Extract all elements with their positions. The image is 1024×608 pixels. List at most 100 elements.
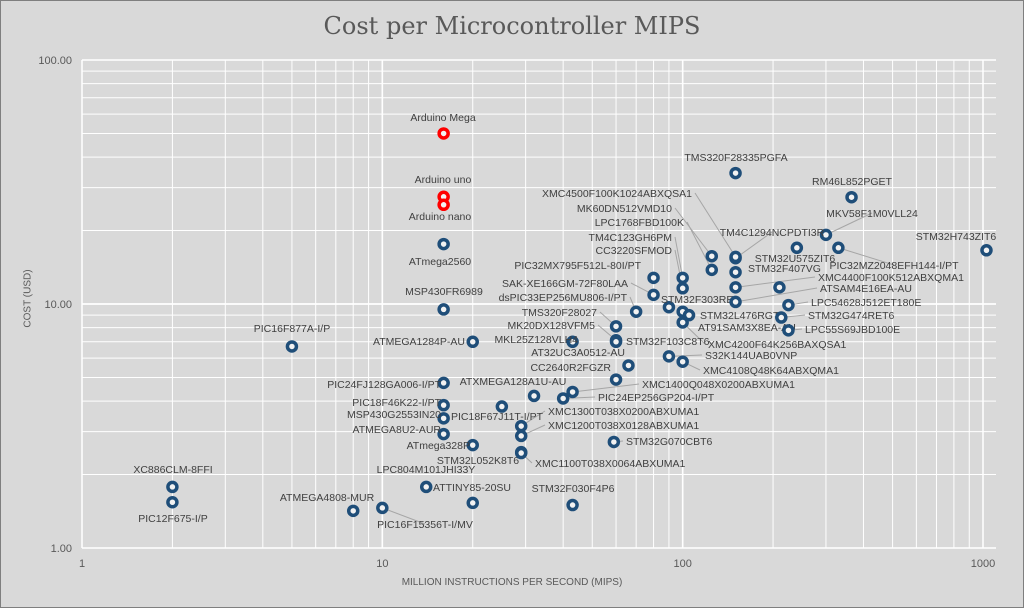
data-point bbox=[285, 340, 299, 353]
data-label: ATSAM4E16EA-AU bbox=[820, 283, 912, 295]
data-label: XMC1200T038X0128ABXUMA1 bbox=[548, 420, 699, 432]
data-label: RM46L852PGET bbox=[812, 176, 893, 188]
data-label: LPC55S69JBD100E bbox=[805, 324, 900, 336]
data-point bbox=[729, 295, 742, 309]
data-label: STM32F407VG bbox=[748, 263, 821, 275]
data-point bbox=[609, 373, 623, 386]
data-point bbox=[629, 305, 643, 318]
data-label: ATmega2560 bbox=[409, 256, 471, 268]
data-point bbox=[729, 281, 742, 294]
data-label: STM32G474RET6 bbox=[808, 310, 895, 322]
data-point bbox=[676, 316, 689, 329]
data-label: XMC4400F100K512ABXQMA1 bbox=[818, 272, 964, 284]
data-point bbox=[166, 495, 179, 509]
data-point bbox=[845, 190, 858, 204]
data-point bbox=[437, 398, 450, 412]
data-label: ATMEGA4808-MUR bbox=[280, 492, 375, 504]
data-point bbox=[790, 241, 804, 255]
data-label: STM32F303RE bbox=[661, 294, 733, 306]
leader-line bbox=[572, 383, 640, 393]
data-label: AT32UC3A0512-AU bbox=[531, 347, 625, 359]
data-point bbox=[676, 355, 689, 368]
data-label: XMC4108Q48K64ABXQMA1 bbox=[703, 365, 839, 377]
x-tick-label: 100 bbox=[673, 558, 691, 570]
data-label: ATmega328P bbox=[407, 440, 470, 452]
leader-line bbox=[382, 507, 426, 525]
data-point bbox=[437, 303, 450, 316]
data-label: S32K144UAB0VNP bbox=[705, 350, 797, 362]
data-point bbox=[622, 359, 635, 372]
leader-line bbox=[735, 287, 818, 303]
data-point bbox=[437, 127, 450, 140]
y-tick-label: 10.00 bbox=[44, 299, 72, 311]
data-label: MKL25Z128VLH4 bbox=[495, 334, 579, 346]
data-label: PIC32MZ2048EFH144-I/PT bbox=[830, 260, 960, 272]
data-label: CC3220SFMOD bbox=[596, 245, 673, 257]
data-point bbox=[705, 249, 719, 263]
data-label: PIC16F877A-I/P bbox=[254, 323, 330, 335]
data-point bbox=[514, 429, 528, 443]
data-label: MK20DX128VFM5 bbox=[507, 320, 595, 332]
data-label: XMC4200F64K256BAXQSA1 bbox=[708, 339, 846, 351]
data-point bbox=[662, 300, 676, 314]
data-point bbox=[775, 311, 788, 324]
data-label: dsPIC33EP256MU806-I/PT bbox=[499, 292, 628, 304]
data-label: XMC4500F100K1024ABXQSA1 bbox=[542, 188, 692, 200]
data-point bbox=[773, 281, 786, 294]
data-label: CC2640R2FGZR bbox=[530, 362, 611, 374]
data-point bbox=[556, 392, 570, 405]
data-point bbox=[466, 496, 479, 510]
data-point bbox=[729, 166, 742, 180]
data-label: MSP430FR6989 bbox=[405, 286, 483, 298]
leader-line bbox=[674, 236, 684, 278]
chart-title: Cost per Microcontroller MIPS bbox=[323, 12, 701, 40]
data-point bbox=[705, 263, 719, 277]
data-point bbox=[647, 288, 660, 302]
data-label: ATMEGA8U2-AUR bbox=[353, 424, 442, 436]
data-point bbox=[607, 435, 621, 449]
data-label: PIC24FJ128GA006-I/PT bbox=[327, 379, 441, 391]
data-label: STM32G070CBT6 bbox=[626, 436, 713, 448]
leader-line bbox=[735, 276, 816, 288]
x-axis-label: MILLION INSTRUCTIONS PER SECOND (MIPS) bbox=[401, 577, 623, 588]
data-point bbox=[662, 350, 676, 363]
data-point bbox=[729, 250, 742, 264]
data-point bbox=[437, 376, 450, 390]
data-label: XMC1400Q048X0200ABXUMA1 bbox=[642, 379, 795, 391]
data-label: TMS320F28335PGFA bbox=[684, 152, 787, 164]
data-label: Arduino nano bbox=[409, 211, 472, 223]
data-point bbox=[437, 198, 450, 212]
data-label: PIC32MX795F512L-80I/PT bbox=[514, 260, 641, 272]
data-point bbox=[609, 335, 623, 349]
data-label: STM32F103C8T6 bbox=[626, 336, 710, 348]
data-label: STM32H743ZIT6 bbox=[916, 231, 997, 243]
data-label: LPC1768FBD100K bbox=[595, 217, 684, 229]
data-label: PIC24EP256GP204-I/PT bbox=[598, 392, 715, 404]
data-label: STM32U575ZIT6 bbox=[755, 253, 836, 265]
data-label: STM32L476RGT6 bbox=[700, 310, 785, 322]
data-point bbox=[819, 228, 833, 242]
data-point bbox=[676, 271, 689, 285]
data-label: TM4C123GH6PM bbox=[589, 232, 672, 244]
data-point bbox=[782, 324, 795, 337]
data-label: MKV58F1M0VLL24 bbox=[826, 208, 918, 220]
data-label: STM32L052K8T6 bbox=[437, 455, 519, 467]
data-label: STM32F030F4P6 bbox=[532, 483, 615, 495]
data-point bbox=[566, 335, 579, 349]
data-point bbox=[376, 501, 389, 515]
data-label: Arduino Mega bbox=[410, 112, 476, 124]
data-point bbox=[437, 237, 450, 251]
data-label: LPC804M101JHI33Y bbox=[377, 464, 476, 476]
data-label: Arduino uno bbox=[415, 174, 472, 186]
data-point bbox=[466, 438, 479, 452]
data-point bbox=[527, 389, 541, 403]
data-point bbox=[729, 265, 742, 279]
data-label: TM4C1294NCPDTI3R bbox=[720, 227, 825, 239]
data-label: ATMEGA1284P-AU bbox=[373, 336, 465, 348]
data-point bbox=[682, 308, 696, 322]
data-point bbox=[676, 282, 689, 295]
y-tick-label: 100.00 bbox=[38, 55, 72, 67]
data-label: SAK-XE166GM-72F80LAA bbox=[502, 278, 628, 290]
x-tick-label: 1 bbox=[79, 558, 85, 570]
